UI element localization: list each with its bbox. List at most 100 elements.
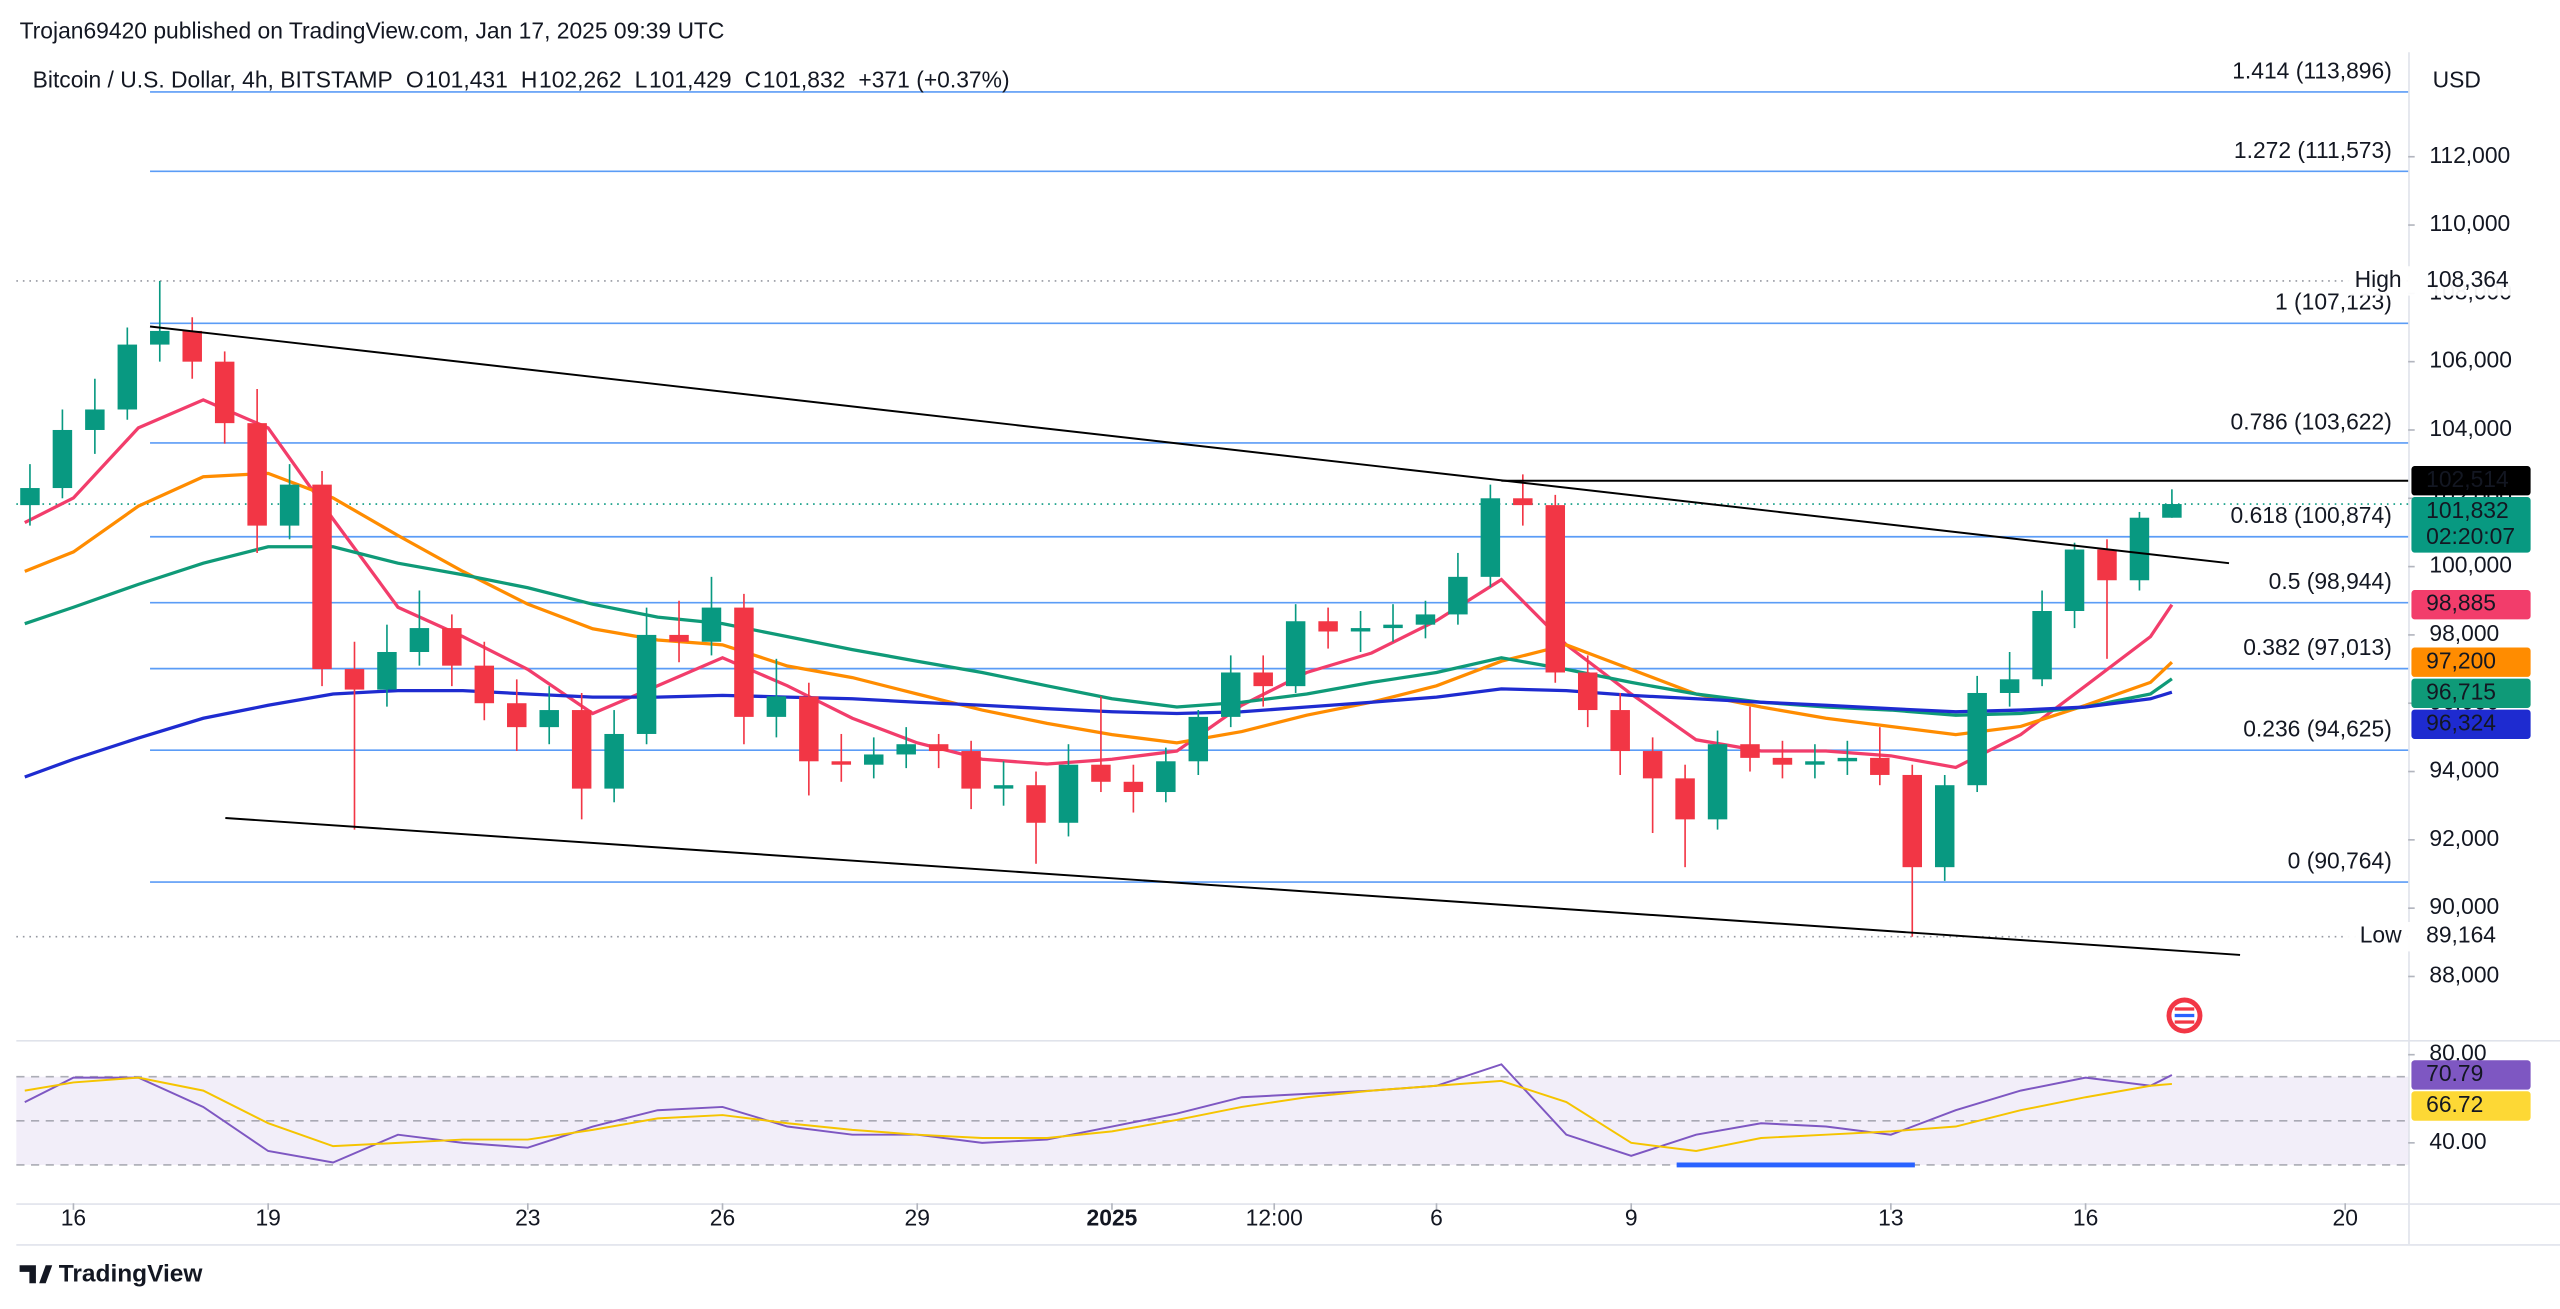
currency-label[interactable]: USD bbox=[2433, 67, 2481, 93]
extreme-badge bbox=[2342, 922, 2531, 952]
candle-body bbox=[20, 488, 40, 506]
candle-body bbox=[2097, 549, 2117, 581]
candle-body bbox=[864, 754, 884, 765]
candle-body bbox=[1350, 628, 1371, 632]
x-tick-label: 29 bbox=[905, 1205, 930, 1231]
indicator-line bbox=[24, 471, 2174, 745]
symbol-icon bbox=[2166, 997, 2203, 1034]
candle-body bbox=[636, 634, 657, 734]
extreme-value: 108,364 bbox=[2426, 266, 2509, 292]
x-tick-label: 13 bbox=[1878, 1205, 1903, 1231]
candle-body bbox=[1967, 692, 1987, 786]
candle-body bbox=[799, 696, 819, 762]
candle-body bbox=[734, 607, 754, 717]
y-tick-label: 94,000 bbox=[2429, 757, 2499, 783]
candle-body bbox=[831, 761, 852, 765]
currency-box[interactable] bbox=[2413, 58, 2544, 105]
price-change: +371 (+0.37%) bbox=[858, 67, 1009, 93]
candle-body bbox=[1707, 744, 1728, 820]
candle-body bbox=[1999, 679, 2020, 693]
candle-body bbox=[1448, 576, 1468, 615]
candle-body bbox=[1902, 774, 1923, 868]
y-tick-label: 100,000 bbox=[2429, 552, 2512, 578]
candle-body bbox=[1415, 614, 1436, 625]
candle-body bbox=[1221, 672, 1241, 717]
price-badge bbox=[2411, 497, 2531, 553]
candle-body bbox=[1383, 624, 1403, 629]
candle-body bbox=[1837, 757, 1858, 762]
candle-body bbox=[993, 785, 1014, 789]
publisher-line: Trojan69420 published on TradingView.com… bbox=[20, 18, 725, 44]
x-tick-label: 9 bbox=[1625, 1205, 1638, 1231]
price-badge-label: 101,832 bbox=[2426, 497, 2509, 523]
candle-body bbox=[1642, 751, 1663, 779]
x-tick-label: 19 bbox=[255, 1205, 280, 1231]
logo-text: TradingView bbox=[59, 1261, 204, 1288]
price-badge bbox=[2411, 589, 2531, 620]
y-tick-label: 98,000 bbox=[2429, 620, 2499, 646]
candle-body bbox=[312, 484, 332, 670]
value-badge-label: 70.79 bbox=[2426, 1060, 2483, 1086]
candle-body bbox=[507, 703, 527, 728]
candle-body bbox=[1740, 744, 1760, 758]
candle-body bbox=[52, 429, 73, 489]
price-badge bbox=[2411, 678, 2531, 708]
candle-body bbox=[442, 628, 462, 666]
value-badge-label: 66.72 bbox=[2426, 1091, 2483, 1117]
plot-area: 1.414 (113,896)1.272 (111,573)1 (107,123… bbox=[16, 57, 2531, 1231]
ohlc-value: 101,429 bbox=[649, 67, 732, 93]
y-tick-label: 40.00 bbox=[2429, 1128, 2486, 1154]
candle-body bbox=[1091, 764, 1111, 782]
symbol-title: Bitcoin / U.S. Dollar, 4h, BITSTAMP bbox=[33, 67, 393, 93]
price-badge-label: 102,514 bbox=[2426, 466, 2509, 492]
candle-body bbox=[474, 665, 495, 704]
candle-body bbox=[1805, 761, 1825, 765]
candle-body bbox=[1285, 621, 1306, 687]
x-tick-label: 6 bbox=[1430, 1205, 1443, 1231]
candle-body bbox=[377, 651, 397, 690]
candle-body bbox=[2064, 549, 2085, 612]
y-tick-label: 110,000 bbox=[2429, 210, 2510, 236]
ohlc-value: 101,832 bbox=[763, 67, 846, 93]
candle-body bbox=[1318, 621, 1338, 632]
candle-body bbox=[1188, 716, 1209, 762]
candle-body bbox=[961, 751, 981, 789]
x-tick-label: 16 bbox=[2073, 1205, 2098, 1231]
x-tick-label: 20 bbox=[2332, 1205, 2357, 1231]
icon-stripe bbox=[2174, 1013, 2195, 1018]
candle-body bbox=[1123, 781, 1144, 793]
ohlc-letter: L bbox=[635, 67, 648, 93]
bar-countdown: 02:20:07 bbox=[2426, 523, 2515, 549]
candle-body bbox=[604, 733, 624, 789]
candle-body bbox=[1026, 785, 1046, 823]
price-badge-label: 96,324 bbox=[2426, 709, 2496, 735]
candle-body bbox=[1058, 764, 1079, 823]
candle-body bbox=[1480, 498, 1501, 577]
candle-body bbox=[1772, 757, 1793, 765]
candle-body bbox=[701, 607, 722, 642]
price-badge bbox=[2411, 709, 2531, 739]
candle-body bbox=[1870, 757, 1890, 775]
tradingview-logo: TradingView bbox=[19, 1261, 204, 1288]
candle-body bbox=[182, 330, 202, 362]
candle-body bbox=[409, 628, 430, 652]
indicator-line bbox=[24, 687, 2173, 779]
icon-stripe bbox=[2174, 1007, 2195, 1011]
price-badge-label: 97,200 bbox=[2426, 647, 2496, 673]
y-tick-label: 112,000 bbox=[2429, 142, 2510, 168]
candle-body bbox=[344, 669, 365, 690]
fib-label: 0.382 (97,013) bbox=[2243, 634, 2392, 660]
extreme-badge bbox=[2342, 266, 2531, 296]
candle-body bbox=[1545, 505, 1566, 673]
candle-body bbox=[2129, 517, 2150, 581]
x-tick-label: 23 bbox=[515, 1205, 540, 1231]
x-tick-label: 26 bbox=[710, 1205, 735, 1231]
candle-body bbox=[669, 634, 689, 642]
indicator-line bbox=[24, 1076, 2172, 1152]
candle-body bbox=[928, 744, 949, 752]
candle-body bbox=[2162, 504, 2182, 518]
ohlc-letter: H bbox=[521, 67, 538, 93]
